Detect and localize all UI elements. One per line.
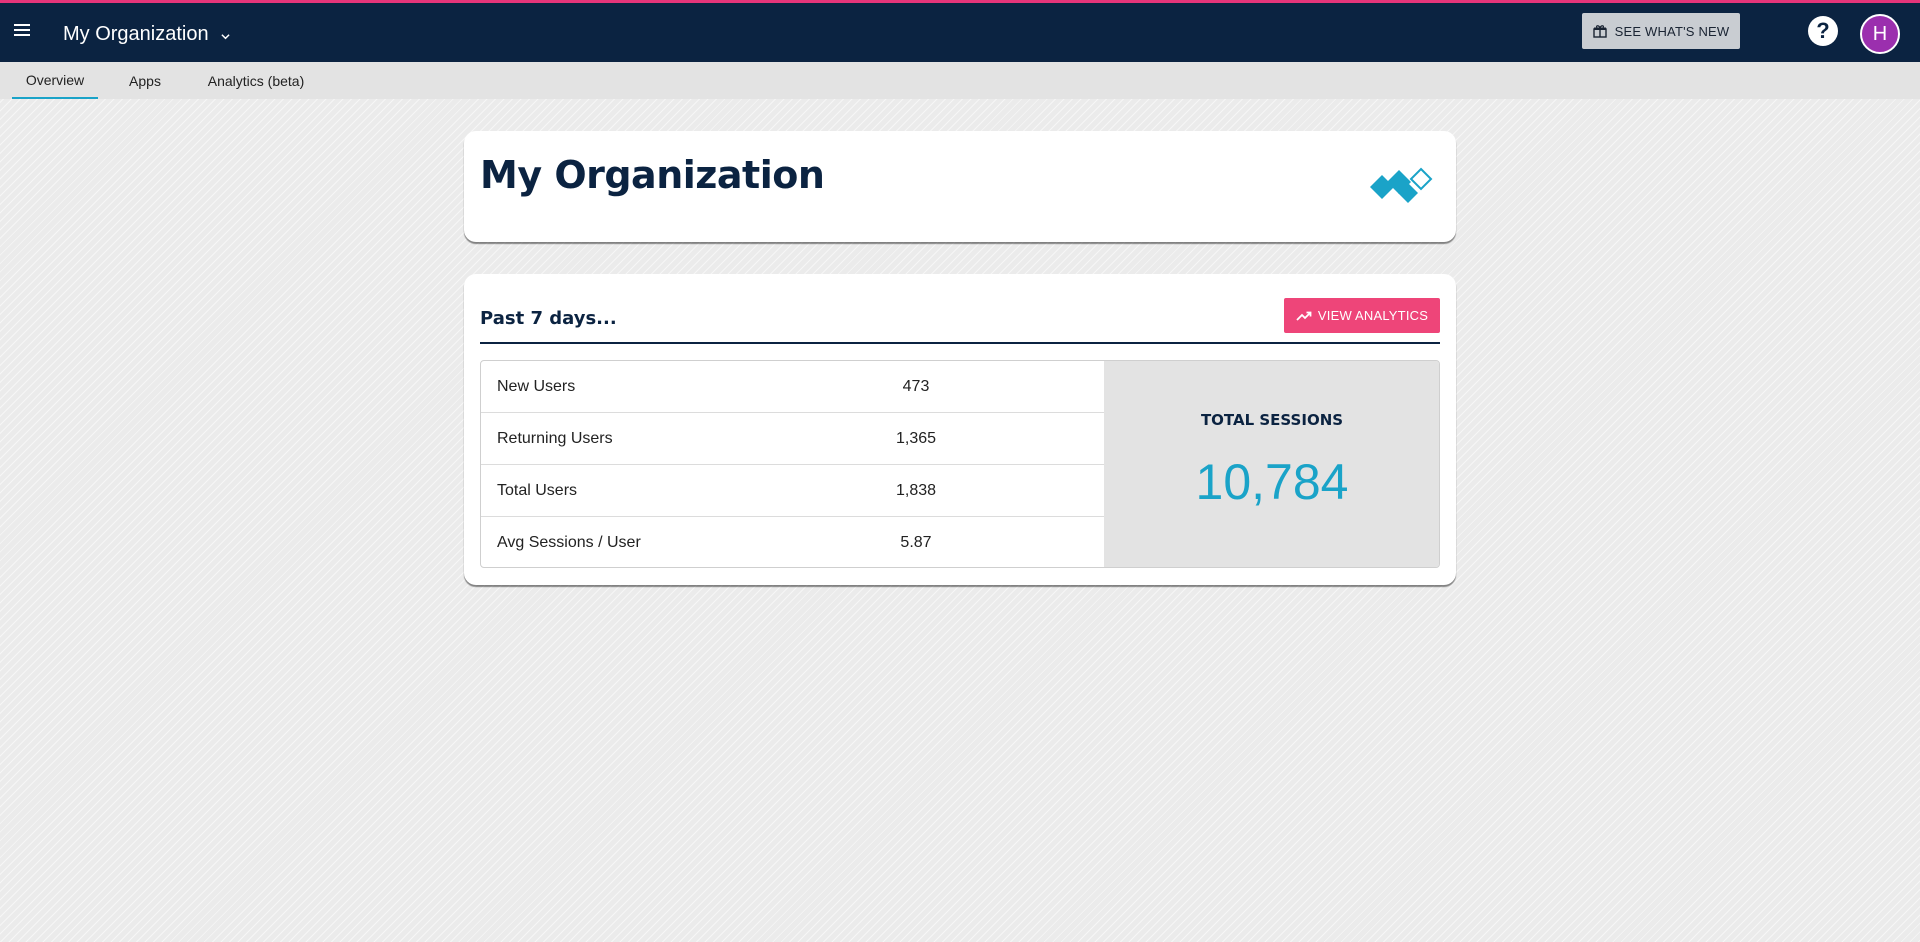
- stat-value: 473: [902, 377, 930, 395]
- summary-card: Past 7 days... VIEW ANALYTICS New Users …: [464, 274, 1456, 585]
- organization-card: My Organization: [464, 131, 1456, 242]
- stat-value: 1,838: [895, 481, 937, 499]
- stat-label: Returning Users: [497, 429, 613, 447]
- tab-apps[interactable]: Apps: [110, 62, 180, 99]
- organization-selector[interactable]: My Organization: [63, 21, 230, 47]
- avatar-initial: H: [1872, 22, 1888, 45]
- menu-icon[interactable]: [12, 21, 32, 41]
- stat-label: Avg Sessions / User: [497, 534, 641, 551]
- tab-apps-label: Apps: [129, 72, 161, 89]
- table-row: Total Users 1,838: [481, 465, 1104, 517]
- organization-name: My Organization: [63, 22, 209, 45]
- trending-up-icon: [1296, 311, 1312, 321]
- chevron-down-icon: [221, 33, 230, 39]
- divider: [480, 342, 1440, 344]
- view-analytics-label: VIEW ANALYTICS: [1317, 308, 1429, 323]
- see-whats-new-label: SEE WHAT'S NEW: [1614, 23, 1730, 39]
- table-row: Avg Sessions / User 5.87: [481, 517, 1104, 567]
- tab-bar: Overview Apps Analytics (beta): [0, 62, 1920, 99]
- stat-value: 5.87: [900, 534, 932, 551]
- summary-heading: Past 7 days...: [480, 308, 617, 329]
- total-sessions-label: TOTAL SESSIONS: [1200, 411, 1344, 429]
- stat-value: 1,365: [895, 429, 937, 447]
- top-app-bar: My Organization SEE WHAT'S NEW ? H: [0, 0, 1920, 62]
- tab-overview[interactable]: Overview: [12, 62, 98, 99]
- stats-panel: New Users 473 Returning Users 1,365 Tota…: [480, 360, 1440, 568]
- page-title: My Organization: [480, 153, 825, 197]
- gift-icon: [1592, 25, 1607, 38]
- stat-label: Total Users: [497, 481, 578, 499]
- see-whats-new-button[interactable]: SEE WHAT'S NEW: [1582, 13, 1740, 49]
- table-row: New Users 473: [481, 361, 1104, 413]
- view-analytics-button[interactable]: VIEW ANALYTICS: [1284, 298, 1440, 333]
- total-sessions-value: 10,784: [1195, 454, 1349, 510]
- stat-label: New Users: [497, 377, 576, 395]
- diamond-logo-icon: [1370, 167, 1433, 203]
- avatar[interactable]: H: [1860, 14, 1900, 54]
- tab-analytics-beta-label: Analytics (beta): [207, 72, 305, 89]
- help-icon[interactable]: ?: [1808, 16, 1838, 46]
- stats-table: New Users 473 Returning Users 1,365 Tota…: [481, 361, 1104, 567]
- tab-overview-label: Overview: [25, 71, 85, 88]
- tab-analytics-beta[interactable]: Analytics (beta): [196, 62, 316, 99]
- total-sessions-box: TOTAL SESSIONS 10,784: [1104, 361, 1439, 567]
- table-row: Returning Users 1,365: [481, 413, 1104, 465]
